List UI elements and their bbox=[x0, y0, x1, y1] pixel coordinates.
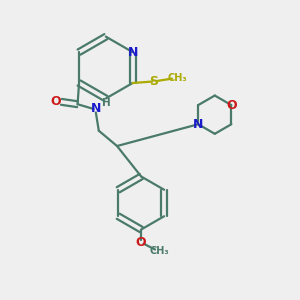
Text: CH₃: CH₃ bbox=[150, 246, 170, 256]
Text: O: O bbox=[226, 99, 237, 112]
Text: O: O bbox=[136, 236, 146, 249]
Text: N: N bbox=[128, 46, 138, 59]
Text: H: H bbox=[102, 98, 110, 108]
Text: N: N bbox=[193, 118, 203, 131]
Text: N: N bbox=[91, 101, 101, 115]
Text: CH₃: CH₃ bbox=[168, 73, 187, 83]
Text: S: S bbox=[149, 75, 158, 88]
Text: O: O bbox=[51, 95, 62, 108]
